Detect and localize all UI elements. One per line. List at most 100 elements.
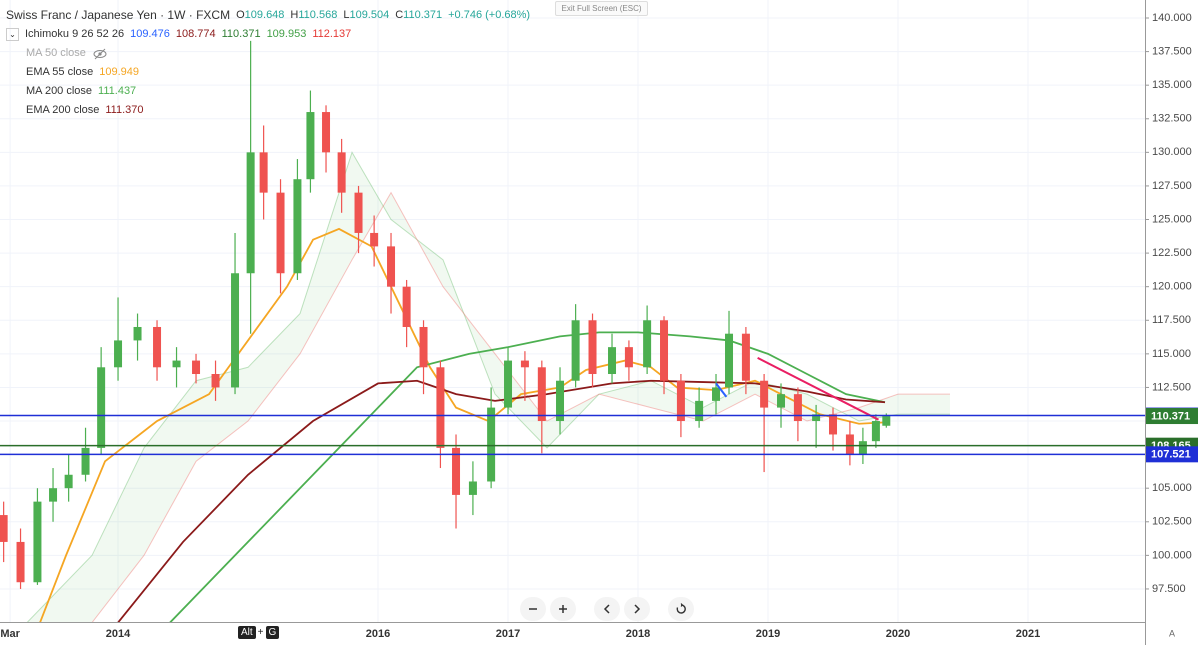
shortcut-key: G: [265, 626, 280, 639]
zoom-controls: [520, 597, 694, 621]
x-tick-label: 2021: [1016, 628, 1040, 640]
y-tick-label: 137.500: [1152, 45, 1192, 57]
candle-body: [293, 179, 302, 274]
candle-body: [556, 380, 565, 422]
candle-body: [712, 387, 721, 401]
candle-body: [858, 441, 867, 455]
candle-body: [33, 501, 42, 583]
x-tick-label: 2018: [626, 628, 650, 640]
collapse-icon[interactable]: ⌄: [6, 28, 19, 41]
y-tick-label: 135.000: [1152, 79, 1192, 91]
ohlc-item: L109.504: [343, 6, 389, 25]
candle-body: [370, 232, 379, 247]
candle-body: [354, 192, 363, 233]
legend-name: MA 200 close: [26, 85, 93, 97]
ohlc-value: 109.648: [244, 9, 285, 21]
legend-entry[interactable]: EMA 200 close 111.370: [6, 101, 530, 120]
candle-body: [436, 367, 445, 448]
shortcut-key: Alt: [238, 626, 256, 639]
candle-body: [172, 360, 181, 368]
candle-body: [97, 367, 106, 448]
candle-body: [0, 515, 8, 542]
ma50-row: MA 50 close: [6, 44, 530, 63]
ohlc: O109.648 H110.568 L109.504 C110.371: [236, 6, 442, 25]
candle-body: [487, 407, 496, 482]
ohlc-value: 110.371: [403, 9, 443, 21]
candle-body: [695, 400, 704, 422]
ohlc-item: C110.371: [395, 6, 442, 25]
candle-body: [64, 474, 73, 489]
legend-name: EMA 55 close: [26, 66, 94, 78]
price-badge: [1146, 408, 1198, 425]
legend-entry[interactable]: MA 200 close 111.437: [6, 82, 530, 101]
ohlc-label: C: [395, 9, 404, 21]
reset[interactable]: [668, 597, 694, 621]
candle-body: [153, 326, 162, 368]
candle-body: [114, 340, 123, 368]
hidden-icon[interactable]: [92, 48, 108, 60]
ohlc-item: O109.648: [236, 6, 284, 25]
y-tick-label: 102.500: [1152, 516, 1192, 528]
legend-value: 111.370: [105, 104, 144, 116]
scroll-left[interactable]: [594, 597, 620, 621]
candle-body: [588, 320, 597, 375]
ohlc-label: H: [290, 9, 299, 21]
shortcut-key: +: [257, 627, 264, 638]
ma50-name[interactable]: MA 50 close: [26, 47, 86, 59]
candle-body: [676, 380, 685, 422]
candle-body: [571, 320, 580, 381]
scroll-right[interactable]: [624, 597, 650, 621]
price-badge: [1146, 446, 1198, 463]
candle-body: [387, 246, 396, 287]
y-tick-label: 120.000: [1152, 281, 1192, 293]
cloud-line: [91, 191, 951, 622]
legend-value: 109.949: [99, 66, 140, 78]
candle-body: [276, 192, 285, 274]
x-tick-label: Mar: [0, 628, 20, 640]
ichimoku-row: ⌄ Ichimoku 9 26 52 26 109.476 108.774 110.…: [6, 25, 530, 44]
candle-body: [760, 380, 769, 408]
ichimoku-value: 109.476: [130, 28, 170, 40]
candle-body: [211, 374, 220, 388]
ichimoku-value: 110.371: [221, 28, 261, 40]
x-tick-label: 2014: [106, 628, 131, 640]
y-tick-label: 140.000: [1152, 12, 1192, 24]
y-tick-label: 132.500: [1152, 113, 1192, 125]
candle-body: [812, 414, 821, 422]
price-badge-label: 110.371: [1151, 410, 1190, 422]
ohlc-label: O: [236, 9, 245, 21]
candle-body: [624, 347, 633, 368]
legend-value: 111.437: [98, 85, 137, 97]
y-tick-label: 125.000: [1152, 213, 1192, 225]
candle-body: [882, 416, 891, 426]
y-tick-label: 127.500: [1152, 180, 1192, 192]
legend: Swiss Franc / Japanese Yen · 1W · FXCM O…: [6, 6, 530, 120]
ichimoku-name[interactable]: Ichimoku 9 26 52 26: [25, 28, 125, 40]
ohlc-label: L: [343, 9, 350, 21]
zoom-in[interactable]: [550, 597, 576, 621]
candle-body: [845, 434, 854, 455]
candle-body: [231, 273, 240, 388]
symbol-title[interactable]: Swiss Franc / Japanese Yen · 1W · FXCM: [6, 8, 231, 22]
y-tick-label: 117.500: [1152, 314, 1191, 326]
candle-body: [246, 152, 255, 274]
auto-scale[interactable]: A: [1169, 628, 1175, 638]
ohlc-value: 109.504: [349, 9, 390, 21]
candle-body: [504, 360, 513, 408]
ichimoku-value: 108.774: [175, 28, 216, 40]
exit-fullscreen[interactable]: Exit Full Screen (ESC): [555, 1, 648, 16]
candle-body: [49, 488, 58, 502]
x-tick-label: 2017: [496, 628, 520, 640]
y-tick-label: 105.000: [1152, 482, 1192, 494]
zoom-out[interactable]: [520, 597, 546, 621]
shortcut-hint: Alt + G: [238, 626, 280, 639]
legend-entry[interactable]: EMA 55 close 109.949: [6, 63, 530, 82]
candle-body: [259, 152, 268, 193]
candle-body: [829, 414, 838, 435]
candle-body: [725, 333, 734, 388]
x-tick-label: 2016: [366, 628, 390, 640]
symbol-row: Swiss Franc / Japanese Yen · 1W · FXCM O…: [6, 6, 530, 25]
x-tick-label: 2019: [756, 628, 780, 640]
candle-body: [793, 394, 802, 422]
